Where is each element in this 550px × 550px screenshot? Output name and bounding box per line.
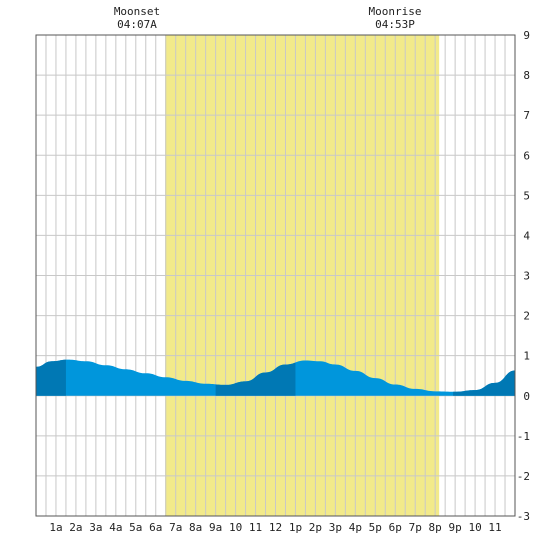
x-tick-label: 9a	[209, 521, 222, 534]
x-tick-label: 2p	[309, 521, 322, 534]
x-tick-label: 10	[468, 521, 481, 534]
annotation-title: Moonrise	[369, 5, 422, 18]
x-tick-label: 11	[488, 521, 501, 534]
x-tick-label: 7p	[409, 521, 422, 534]
x-tick-label: 12	[269, 521, 282, 534]
y-tick-label: 9	[523, 29, 530, 42]
y-tick-label: 5	[523, 189, 530, 202]
annotation-title: Moonset	[114, 5, 160, 18]
x-tick-label: 9p	[449, 521, 462, 534]
y-tick-label: 8	[523, 69, 530, 82]
x-tick-label: 7a	[169, 521, 182, 534]
y-tick-label: -2	[517, 470, 530, 483]
y-tick-label: 4	[523, 229, 530, 242]
grid-layer	[36, 35, 515, 516]
x-tick-label: 1p	[289, 521, 302, 534]
x-tick-label: 4p	[349, 521, 362, 534]
x-tick-label: 2a	[69, 521, 82, 534]
x-tick-label: 6p	[389, 521, 402, 534]
y-tick-label: 3	[523, 270, 530, 283]
y-tick-label: 2	[523, 310, 530, 323]
y-tick-label: 0	[523, 390, 530, 403]
x-tick-label: 8p	[429, 521, 442, 534]
annotation-time: 04:53P	[375, 18, 415, 31]
x-tick-label: 10	[229, 521, 242, 534]
x-tick-label: 6a	[149, 521, 162, 534]
plot-frame	[35, 34, 516, 517]
y-tick-label: -1	[517, 430, 530, 443]
x-tick-label: 1a	[49, 521, 62, 534]
x-tick-label: 11	[249, 521, 262, 534]
annotation-time: 04:07A	[117, 18, 157, 31]
y-tick-label: 6	[523, 149, 530, 162]
x-tick-label: 5p	[369, 521, 382, 534]
x-tick-label: 4a	[109, 521, 122, 534]
x-axis-ticks: 1a 2a 3a 4a 5a 6a 7a 8a 9a 10 11 12 1p 2p 3p 4p 5p 6p 7p 8p…	[49, 521, 501, 534]
x-tick-label: 8a	[189, 521, 202, 534]
y-tick-label: -3	[517, 510, 530, 523]
y-axis-ticks: 9 8 7 6 5 4 3 2 1 0 -1 -2 -3	[517, 29, 531, 523]
y-tick-label: 7	[523, 109, 530, 122]
x-tick-label: 3a	[89, 521, 102, 534]
y-tick-label: 1	[523, 350, 530, 363]
x-tick-label: 3p	[329, 521, 342, 534]
x-tick-label: 5a	[129, 521, 142, 534]
